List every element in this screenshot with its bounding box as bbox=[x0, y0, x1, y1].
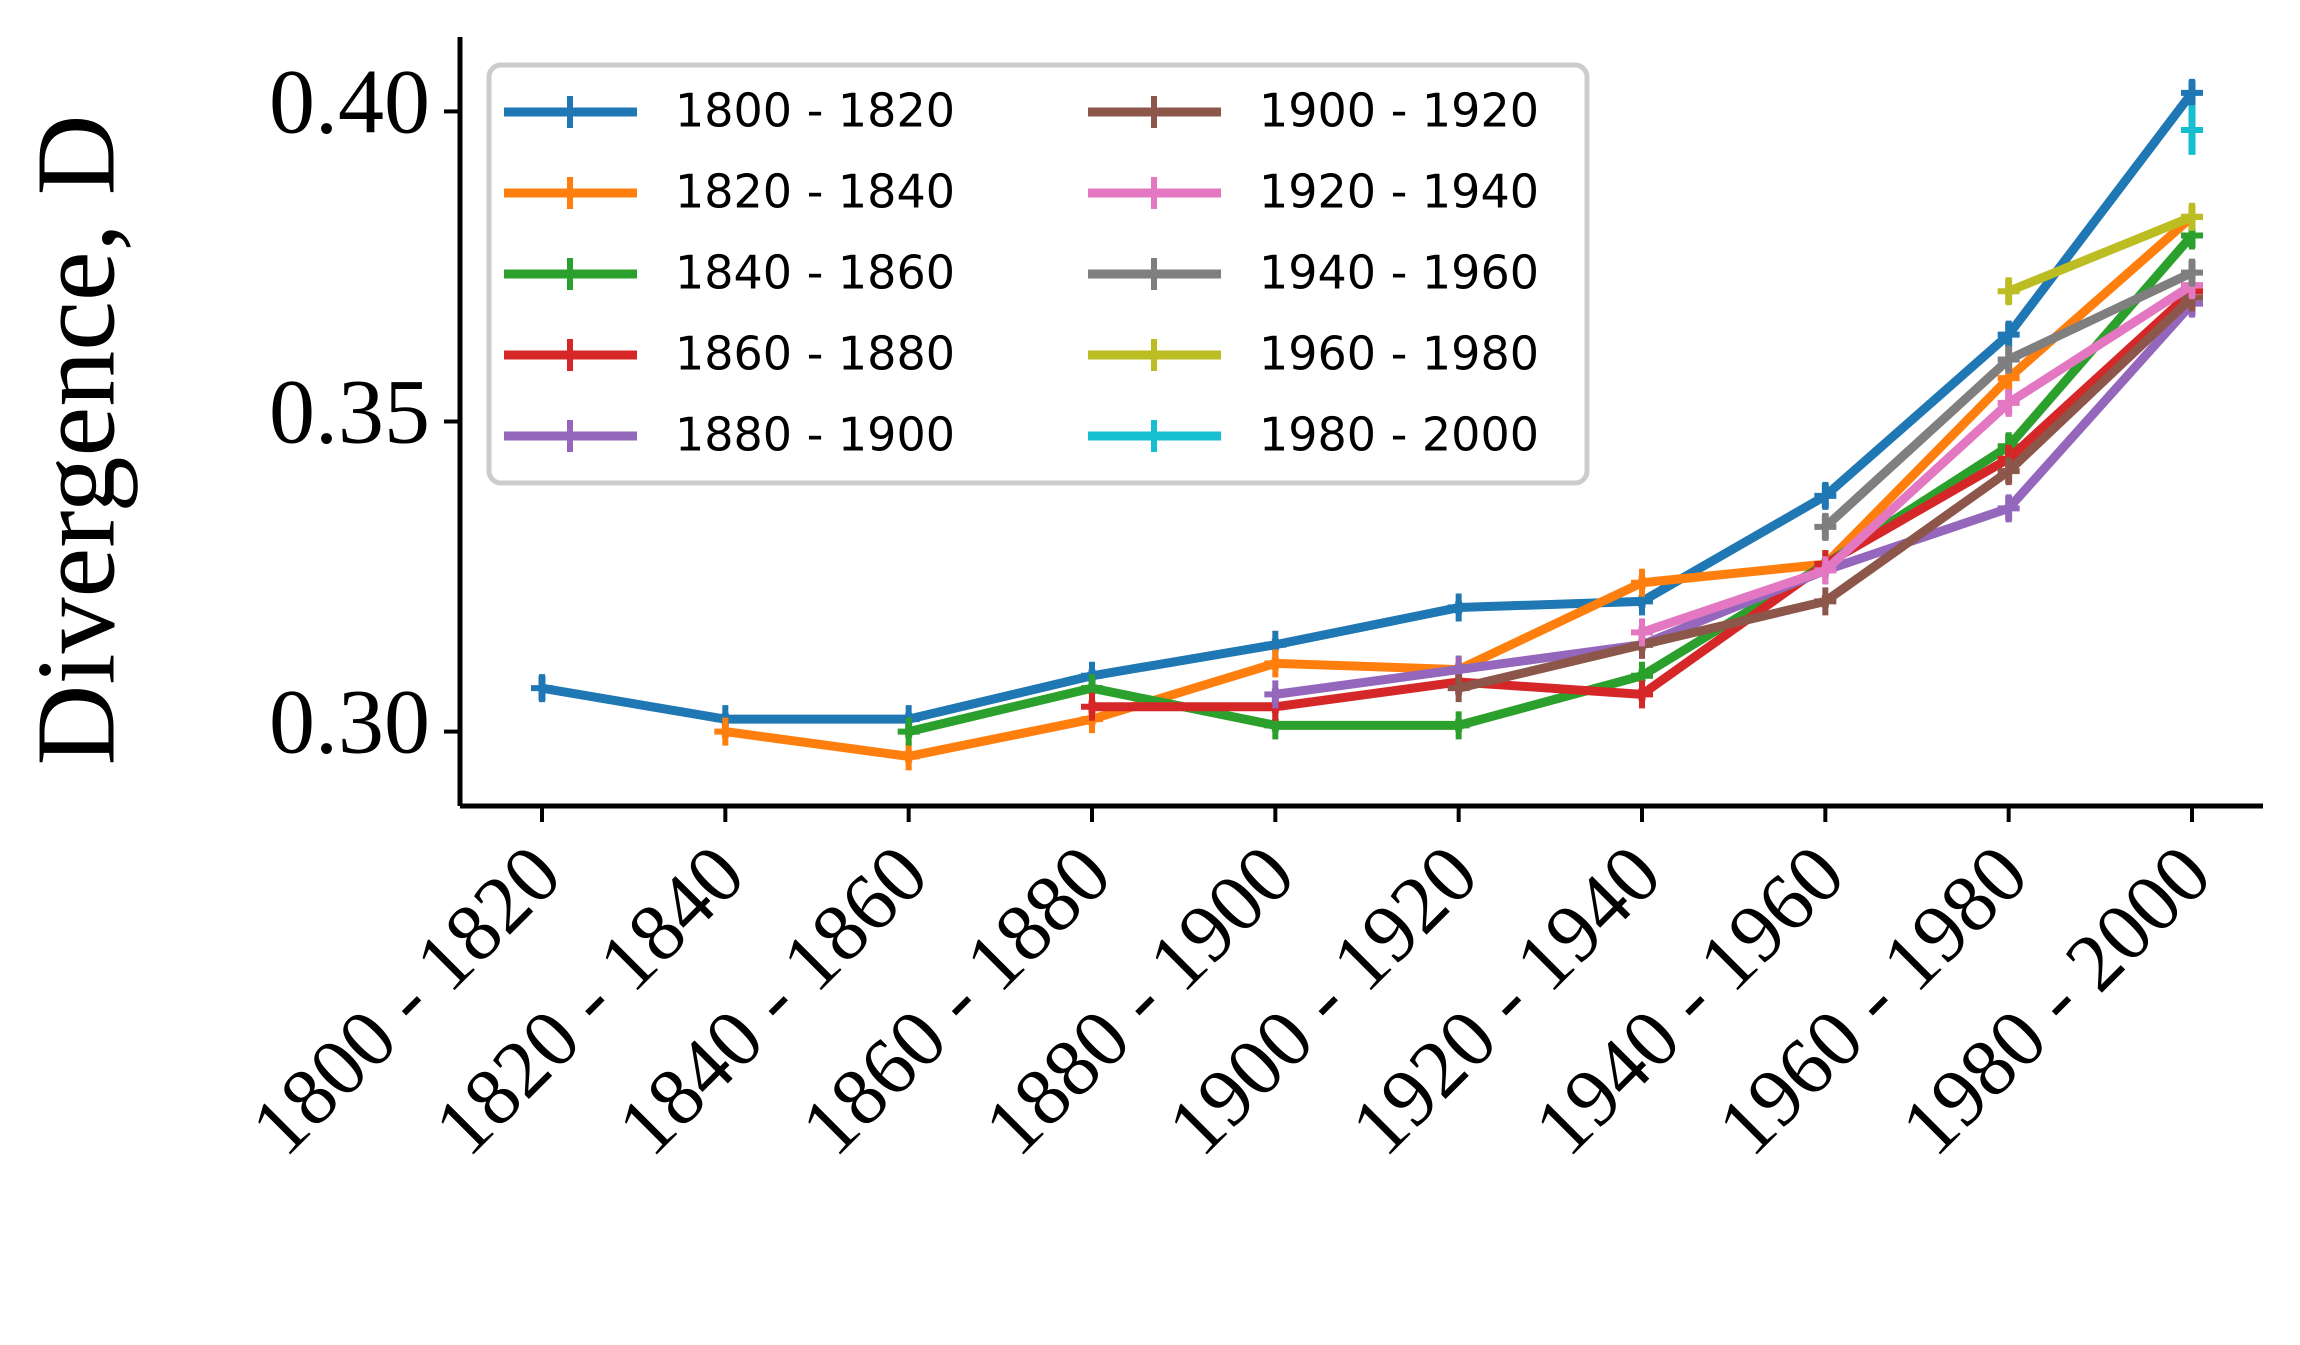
series-line bbox=[907, 232, 2196, 736]
y-axis-label: Divergence, D bbox=[15, 115, 139, 766]
point-marker bbox=[1447, 711, 1470, 740]
legend-marker bbox=[1143, 339, 1166, 371]
point-marker bbox=[1264, 649, 1287, 678]
point-marker bbox=[1081, 692, 1103, 721]
point-marker bbox=[897, 742, 920, 771]
point-marker bbox=[2181, 202, 2203, 231]
point-marker bbox=[1997, 277, 2020, 306]
point-marker bbox=[531, 674, 553, 703]
point-marker bbox=[1997, 494, 2020, 523]
legend-marker bbox=[559, 420, 582, 452]
y-tick-label: 0.30 bbox=[269, 671, 430, 773]
point-marker bbox=[1631, 680, 1653, 709]
legend-marker bbox=[1143, 420, 1166, 452]
point-marker bbox=[1631, 618, 1653, 647]
legend-marker bbox=[559, 177, 582, 209]
legend-label: 1960 - 1980 bbox=[1259, 327, 1539, 381]
point-marker bbox=[1814, 556, 1837, 585]
legend-label: 1860 - 1880 bbox=[675, 327, 955, 381]
legend: 1800 - 1820 1820 - 1840 1840 - 1860 1860 - … bbox=[486, 62, 1590, 486]
point-marker bbox=[1447, 593, 1470, 622]
point-marker bbox=[1814, 587, 1837, 616]
y-tick-label: 0.40 bbox=[269, 51, 430, 153]
point-marker bbox=[1264, 680, 1287, 709]
legend-label: 1880 - 1900 bbox=[675, 408, 955, 462]
series-line bbox=[541, 90, 2196, 724]
point-marker bbox=[1997, 457, 2020, 486]
legend-label: 1940 - 1960 bbox=[1259, 246, 1539, 300]
legend-frame bbox=[486, 62, 1590, 486]
legend-label: 1800 - 1820 bbox=[675, 84, 955, 138]
legend-marker bbox=[1143, 96, 1166, 128]
point-marker bbox=[2181, 258, 2203, 287]
point-marker bbox=[1814, 512, 1837, 541]
legend-marker bbox=[559, 96, 582, 128]
legend-marker bbox=[559, 258, 582, 290]
point-marker bbox=[1997, 345, 2020, 374]
point-marker bbox=[1447, 674, 1470, 703]
point-marker bbox=[897, 717, 920, 746]
legend-label: 1820 - 1840 bbox=[675, 165, 955, 219]
point-marker bbox=[1997, 388, 2020, 417]
point-marker bbox=[2181, 78, 2203, 107]
legend-marker bbox=[559, 339, 582, 371]
series-line bbox=[1274, 300, 2196, 699]
point-marker bbox=[1997, 320, 2020, 349]
series-line bbox=[2006, 212, 2194, 296]
point-marker bbox=[1814, 481, 1837, 510]
legend-label: 1920 - 1940 bbox=[1259, 165, 1539, 219]
point-marker bbox=[714, 717, 737, 746]
legend-label: 1840 - 1860 bbox=[675, 246, 955, 300]
legend-label: 1980 - 2000 bbox=[1259, 408, 1539, 462]
point-marker bbox=[1631, 568, 1653, 597]
series-line bbox=[1640, 281, 2195, 637]
legend-marker bbox=[1143, 258, 1166, 290]
y-tick-label: 0.35 bbox=[269, 361, 430, 463]
legend-marker bbox=[1143, 177, 1166, 209]
legend-label: 1900 - 1920 bbox=[1259, 84, 1539, 138]
point-marker bbox=[2181, 116, 2203, 145]
